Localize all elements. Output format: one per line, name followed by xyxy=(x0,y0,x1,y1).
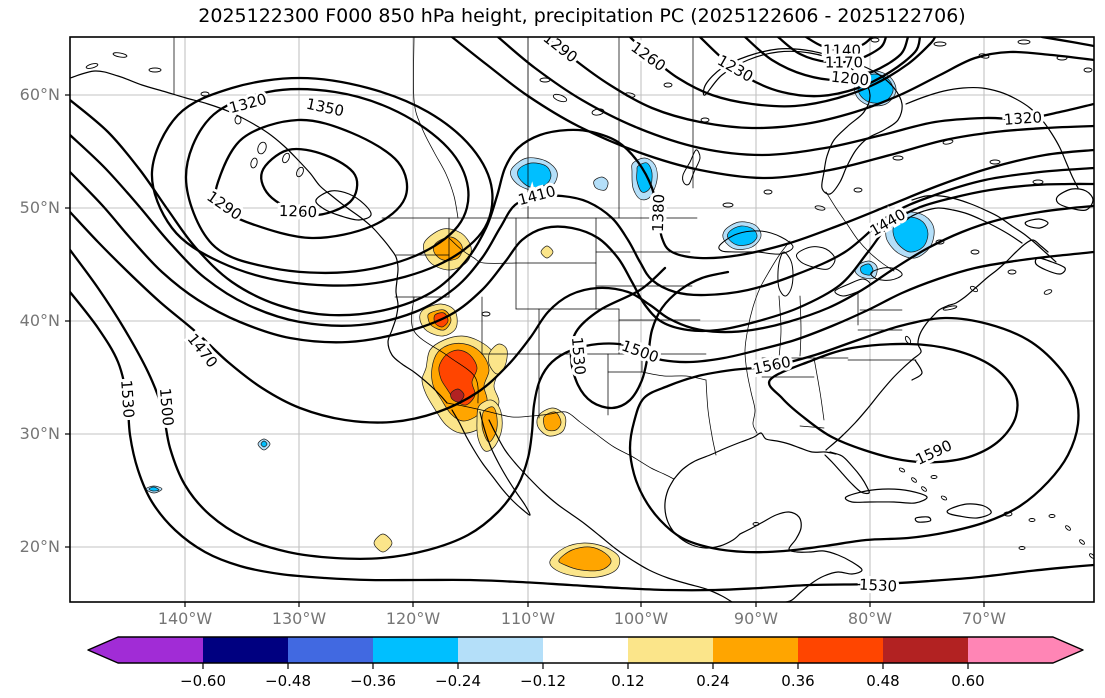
svg-text:−0.36: −0.36 xyxy=(350,672,396,690)
svg-text:140°W: 140°W xyxy=(158,609,213,628)
svg-text:130°W: 130°W xyxy=(272,609,327,628)
height-contours xyxy=(70,37,1094,592)
svg-text:50°N: 50°N xyxy=(20,198,60,217)
svg-text:110°W: 110°W xyxy=(501,609,556,628)
svg-text:120°W: 120°W xyxy=(386,609,441,628)
svg-text:1560: 1560 xyxy=(751,353,792,379)
map-frame xyxy=(69,36,1095,603)
svg-text:30°N: 30°N xyxy=(20,424,60,443)
svg-text:−0.24: −0.24 xyxy=(435,672,481,690)
svg-text:−0.12: −0.12 xyxy=(520,672,566,690)
svg-text:1320: 1320 xyxy=(1003,108,1042,129)
svg-text:100°W: 100°W xyxy=(614,609,669,628)
svg-text:1260: 1260 xyxy=(279,202,318,221)
svg-text:−0.60: −0.60 xyxy=(180,672,226,690)
svg-text:1380: 1380 xyxy=(649,194,668,233)
svg-text:1140: 1140 xyxy=(823,42,861,60)
plot-title: 2025122300 F000 850 hPa height, precipit… xyxy=(198,5,966,27)
svg-text:0.12: 0.12 xyxy=(611,672,644,690)
svg-text:0.36: 0.36 xyxy=(781,672,814,690)
axis-tick-labels: 140°W 130°W 120°W 110°W 100°W 90°W 80°W 70°W 60°… xyxy=(20,85,1007,628)
precip-pc-shading xyxy=(145,70,935,578)
svg-text:−0.48: −0.48 xyxy=(265,672,311,690)
svg-text:20°N: 20°N xyxy=(20,537,60,556)
svg-text:40°N: 40°N xyxy=(20,311,60,330)
svg-text:1530: 1530 xyxy=(858,576,897,596)
colorbar: −0.60 −0.48 −0.36 −0.24 −0.12 0.12 0.24 0.36 0.4… xyxy=(87,636,1084,690)
svg-text:1500: 1500 xyxy=(619,337,661,367)
svg-text:0.60: 0.60 xyxy=(951,672,984,690)
svg-text:1500: 1500 xyxy=(156,387,177,427)
svg-text:1320: 1320 xyxy=(227,90,269,117)
svg-text:1590: 1590 xyxy=(913,436,955,468)
svg-text:1230: 1230 xyxy=(714,51,756,86)
svg-text:0.48: 0.48 xyxy=(866,672,899,690)
svg-text:1200: 1200 xyxy=(830,68,870,90)
svg-text:90°W: 90°W xyxy=(734,609,778,628)
svg-text:1530: 1530 xyxy=(568,336,589,376)
svg-text:1170: 1170 xyxy=(825,54,863,72)
svg-text:70°W: 70°W xyxy=(962,609,1006,628)
svg-text:1260: 1260 xyxy=(628,38,669,75)
contour-labels: 1140117012001230126012901320126012901320… xyxy=(114,37,1045,598)
svg-text:1350: 1350 xyxy=(305,95,346,121)
svg-text:80°W: 80°W xyxy=(848,609,892,628)
svg-text:60°N: 60°N xyxy=(20,85,60,104)
svg-text:0.24: 0.24 xyxy=(696,672,729,690)
svg-text:1530: 1530 xyxy=(117,379,138,418)
